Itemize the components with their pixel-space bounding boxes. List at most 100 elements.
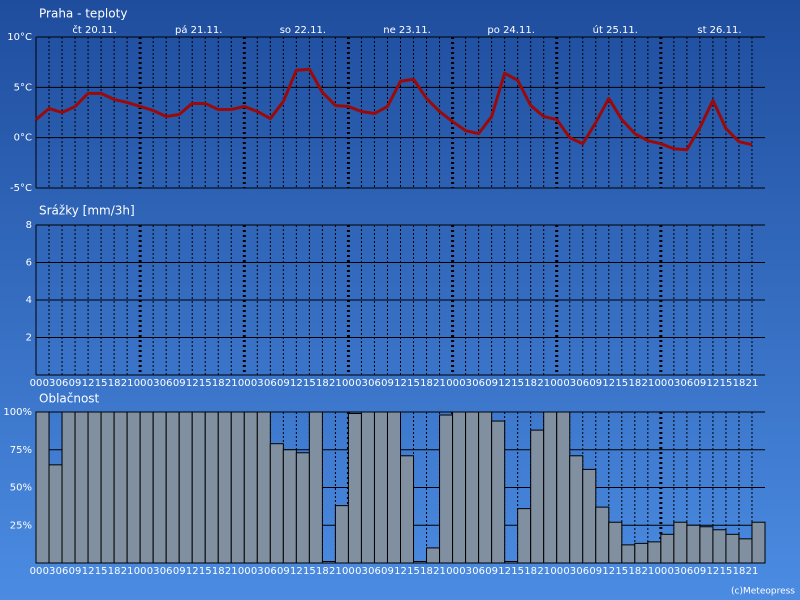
y-tick-label: 5°C xyxy=(14,82,32,93)
x-tick-label: 12 xyxy=(290,566,303,577)
y-tick-label: 6 xyxy=(26,258,32,269)
x-tick-label: 18 xyxy=(524,378,537,389)
x-tick-label: 21 xyxy=(641,378,654,389)
x-tick-label: 09 xyxy=(69,566,82,577)
x-tick-label: 15 xyxy=(303,566,316,577)
x-tick-label: 12 xyxy=(82,566,95,577)
x-tick-label: 09 xyxy=(589,378,602,389)
bar xyxy=(204,411,219,564)
bar xyxy=(295,452,310,564)
x-tick-label: 15 xyxy=(511,566,524,577)
x-tick-label: 18 xyxy=(733,378,746,389)
bar xyxy=(673,521,688,564)
x-tick-label: 03 xyxy=(668,566,681,577)
x-tick-label: 21 xyxy=(641,566,654,577)
bar xyxy=(647,541,662,564)
bar xyxy=(556,411,571,564)
x-tick-label: 00 xyxy=(550,566,563,577)
x-tick-label: 12 xyxy=(602,378,615,389)
x-tick-label: 18 xyxy=(420,566,433,577)
bar xyxy=(139,411,154,564)
bar xyxy=(61,411,76,564)
x-tick-label: 00 xyxy=(342,378,355,389)
y-tick-label: 8 xyxy=(26,220,32,231)
bar xyxy=(282,449,297,564)
x-tick-label: 03 xyxy=(251,378,264,389)
bar xyxy=(308,411,323,564)
x-tick-label: 15 xyxy=(615,566,628,577)
x-tick-label: 09 xyxy=(485,566,498,577)
x-tick-label: 06 xyxy=(681,566,694,577)
bar xyxy=(660,533,675,564)
x-tick-label: 15 xyxy=(95,378,108,389)
bar xyxy=(517,508,532,564)
y-tick-label: 10°C xyxy=(7,32,32,43)
bar xyxy=(504,560,519,564)
x-tick-label: 06 xyxy=(472,566,485,577)
x-tick-label: 03 xyxy=(251,566,264,577)
x-tick-label: 09 xyxy=(694,378,707,389)
x-tick-label: 06 xyxy=(56,566,69,577)
y-tick-label: -5°C xyxy=(10,183,32,194)
bar xyxy=(191,411,206,564)
copyright: (c)Meteopress xyxy=(731,587,795,597)
day-label: st 26.11. xyxy=(697,25,741,36)
bar xyxy=(74,411,89,564)
x-tick-label: 18 xyxy=(108,566,121,577)
x-tick-label: 03 xyxy=(43,378,56,389)
x-tick-label: 21 xyxy=(537,378,550,389)
x-tick-label: 03 xyxy=(355,566,368,577)
bar xyxy=(400,455,415,564)
x-tick-label: 18 xyxy=(108,378,121,389)
x-tick-label: 09 xyxy=(381,566,394,577)
x-tick-label: 00 xyxy=(134,566,147,577)
x-tick-label: 03 xyxy=(43,566,56,577)
x-tick-label: 21 xyxy=(225,566,238,577)
bar xyxy=(243,411,258,564)
bar xyxy=(100,411,115,564)
day-label: čt 20.11. xyxy=(72,24,116,36)
panel-title: Praha - teploty xyxy=(39,7,127,21)
bar xyxy=(360,411,375,564)
bar xyxy=(126,411,141,564)
bar xyxy=(334,505,349,564)
x-tick-label: 18 xyxy=(628,378,641,389)
x-tick-label: 18 xyxy=(524,566,537,577)
bar xyxy=(217,411,232,564)
bar xyxy=(256,411,271,564)
x-tick-label: 00 xyxy=(550,378,563,389)
day-label: ne 23.11. xyxy=(383,25,430,36)
x-tick-label: 15 xyxy=(199,378,212,389)
x-tick-label: 03 xyxy=(459,566,472,577)
x-tick-label: 21 xyxy=(433,378,446,389)
bar xyxy=(452,411,467,564)
x-tick-label: 00 xyxy=(30,378,43,389)
x-tick-label: 09 xyxy=(277,378,290,389)
bar xyxy=(230,411,245,564)
x-tick-label: 00 xyxy=(238,566,251,577)
day-label: pá 21.11. xyxy=(175,24,222,36)
x-tick-label: 00 xyxy=(654,566,667,577)
x-tick-label: 12 xyxy=(707,378,720,389)
bar xyxy=(113,411,128,564)
x-tick-label: 00 xyxy=(238,378,251,389)
y-tick-label: 2 xyxy=(26,333,32,344)
x-tick-label: 18 xyxy=(628,566,641,577)
x-tick-label: 18 xyxy=(316,566,329,577)
x-tick-label: 06 xyxy=(576,378,589,389)
x-tick-label: 09 xyxy=(589,566,602,577)
x-tick-label: 12 xyxy=(394,378,407,389)
x-tick-label: 21 xyxy=(329,378,342,389)
x-tick-label: 00 xyxy=(134,378,147,389)
x-tick-label: 03 xyxy=(459,378,472,389)
day-label: po 24.11. xyxy=(487,25,534,36)
x-tick-label: 18 xyxy=(733,566,746,577)
bar xyxy=(426,547,441,564)
x-tick-label: 06 xyxy=(576,566,589,577)
day-label: út 25.11. xyxy=(593,24,638,36)
bar xyxy=(373,411,388,564)
bar xyxy=(347,413,362,564)
bar xyxy=(543,411,558,564)
x-tick-label: 12 xyxy=(290,378,303,389)
